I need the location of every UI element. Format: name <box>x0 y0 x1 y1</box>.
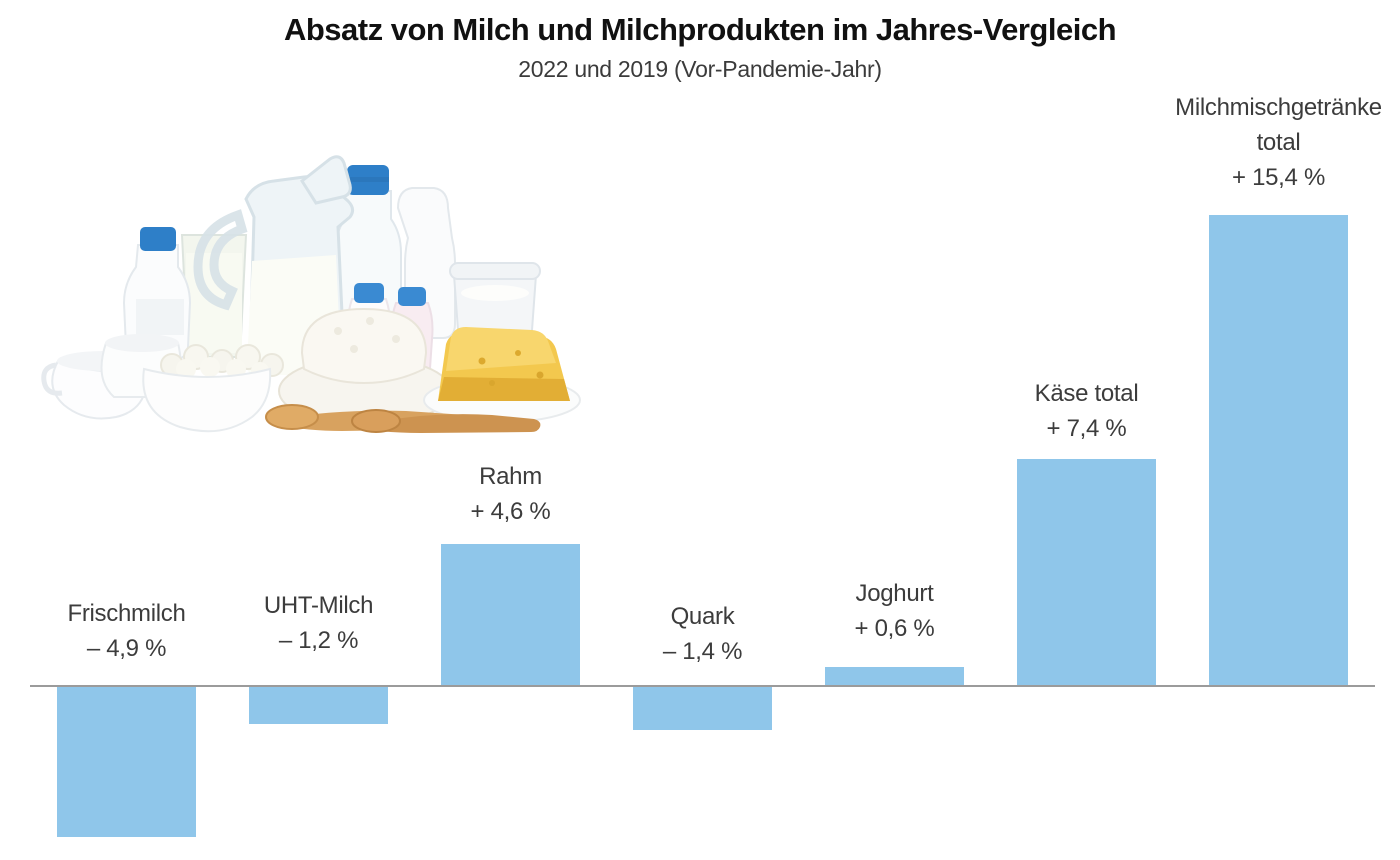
bar-label-Milchmischgetränke total: Milchmischgetränke total + 15,4 % <box>1129 90 1400 195</box>
category-label: Käse total <box>1034 380 1139 407</box>
chart-title: Absatz von Milch und Milchprodukten im J… <box>283 12 1117 47</box>
value-label: – 1,2 % <box>278 627 359 654</box>
bar-Käse total <box>1017 459 1156 685</box>
bar-Rahm <box>441 544 580 685</box>
bar-label-UHT-Milch: UHT-Milch – 1,2 % <box>169 588 469 658</box>
dairy-products-image <box>40 103 595 433</box>
category-label: Rahm <box>479 463 542 490</box>
value-label: + 4,6 % <box>470 498 551 525</box>
bar-Milchmischgetränke total <box>1209 215 1348 685</box>
bar-Joghurt <box>825 667 964 685</box>
bar-label-Rahm: Rahm + 4,6 % <box>361 459 661 529</box>
category-label: Joghurt <box>855 580 934 607</box>
bar-label-Joghurt: Joghurt + 0,6 % <box>745 576 1045 646</box>
value-label: + 0,6 % <box>854 615 935 642</box>
chart-subtitle: 2022 und 2019 (Vor-Pandemie-Jahr) <box>518 56 882 82</box>
bar-label-Frischmilch: Frischmilch – 4,9 % <box>0 596 277 666</box>
category-label: total <box>1256 129 1301 156</box>
zero-axis-line <box>30 685 1375 687</box>
bar-UHT-Milch <box>249 687 388 724</box>
value-label: – 1,4 % <box>662 638 743 665</box>
category-label: UHT-Milch <box>263 592 374 619</box>
dairy-products-illustration <box>41 155 581 433</box>
bar-Frischmilch <box>57 687 196 837</box>
bar-Quark <box>633 687 772 730</box>
value-label: + 15,4 % <box>1231 164 1325 191</box>
value-label: + 7,4 % <box>1046 415 1127 442</box>
bar-label-Quark: Quark – 1,4 % <box>553 599 853 669</box>
bar-label-Käse total: Käse total + 7,4 % <box>937 376 1237 446</box>
category-label: Milchmischgetränke <box>1175 94 1382 121</box>
value-label: – 4,9 % <box>86 635 167 662</box>
category-label: Frischmilch <box>67 600 186 627</box>
category-label: Quark <box>670 603 735 630</box>
